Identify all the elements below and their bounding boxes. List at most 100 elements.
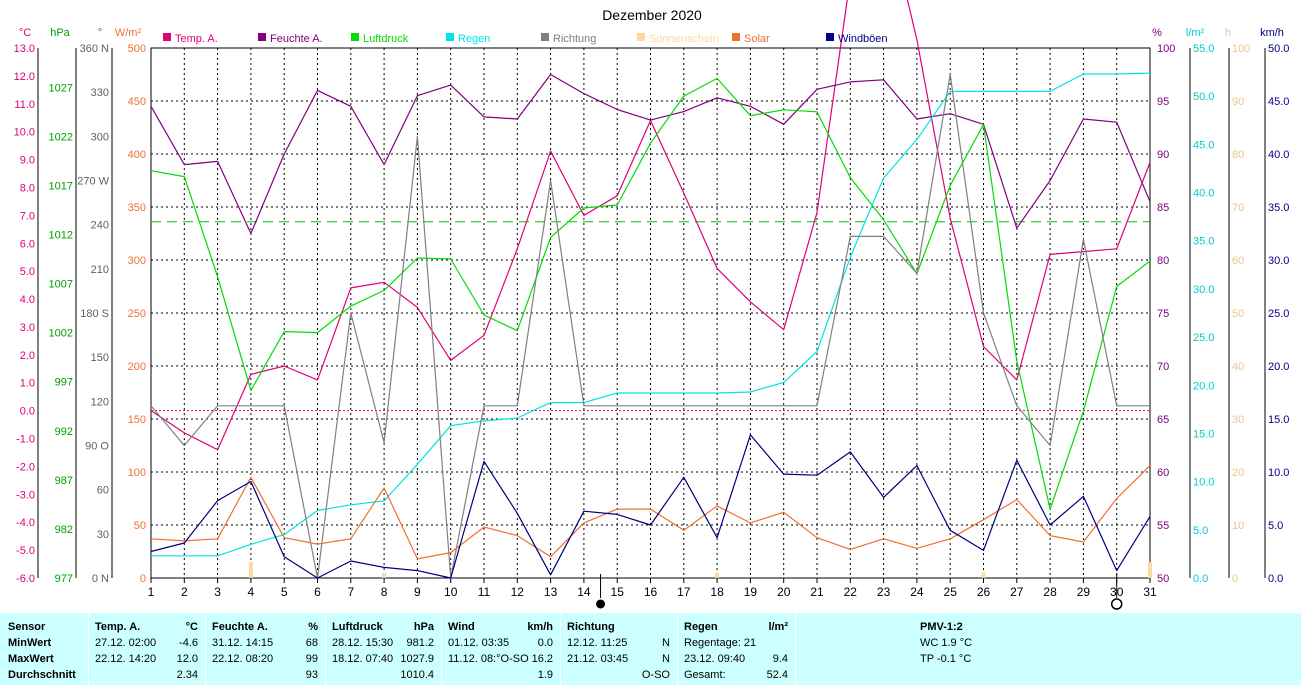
axis-label-sunshine: 20 bbox=[1232, 467, 1244, 479]
humidity-min-time: 31.12. 14:15 bbox=[212, 637, 274, 649]
x-tick-label: 5 bbox=[281, 585, 288, 599]
direction-min-time: 12.12. 11:25 bbox=[567, 637, 628, 649]
x-tick-label: 20 bbox=[777, 585, 791, 599]
axis-label-direction: 30 bbox=[97, 529, 109, 541]
series-line-richtung bbox=[150, 73, 1150, 579]
header-pmv: PMV-1:2 bbox=[920, 621, 963, 633]
axis-label-wind: 45.0 bbox=[1268, 96, 1289, 108]
axis-label-direction: 90 O bbox=[85, 441, 109, 453]
legend-swatch bbox=[826, 33, 834, 41]
axis-label-direction: 0 N bbox=[92, 573, 109, 585]
axis-label-wind: 20.0 bbox=[1268, 361, 1289, 373]
x-tick-label: 9 bbox=[414, 585, 421, 599]
rain-max-time: 23.12. 09:40 bbox=[684, 653, 746, 665]
humidity-avg-value: 93 bbox=[305, 669, 318, 681]
axis-label-rain: 30.0 bbox=[1193, 284, 1214, 296]
axis-label-solar: 450 bbox=[128, 96, 146, 108]
axis-label-pressure: 997 bbox=[55, 377, 73, 389]
axis-label-pressure: 1022 bbox=[49, 131, 73, 143]
x-tick-label: 1 bbox=[148, 585, 155, 599]
axis-label-direction: 180 S bbox=[80, 308, 109, 320]
axis-label-sunshine: 80 bbox=[1232, 149, 1244, 161]
x-tick-label: 29 bbox=[1077, 585, 1091, 599]
series-line-solar bbox=[150, 465, 1151, 560]
axis-unit-wind: km/h bbox=[1260, 27, 1284, 39]
x-tick-label: 2 bbox=[181, 585, 188, 599]
sunshine-bar bbox=[981, 572, 986, 578]
axis-label-rain: 0.0 bbox=[1193, 573, 1208, 585]
axis-label-temp: 11.0 bbox=[14, 99, 35, 111]
axis-label-temp: 0.0 bbox=[20, 406, 35, 418]
x-tick-label: 23 bbox=[877, 585, 891, 599]
axis-label-sunshine: 70 bbox=[1232, 202, 1244, 214]
axis-label-rain: 10.0 bbox=[1193, 477, 1214, 489]
axis-label-solar: 350 bbox=[128, 202, 146, 214]
header-humidity-unit: % bbox=[308, 621, 318, 633]
humidity-max-time: 22.12. 08:20 bbox=[212, 653, 274, 665]
row-label-min: MinWert bbox=[8, 637, 52, 649]
legend-label: Temp. A. bbox=[175, 33, 218, 45]
header-pressure-unit: hPa bbox=[413, 621, 434, 633]
header-sensor: Sensor bbox=[8, 621, 46, 633]
wind-avg-value: 1.9 bbox=[537, 669, 553, 681]
axis-label-rain: 15.0 bbox=[1193, 428, 1214, 440]
x-tick-label: 28 bbox=[1043, 585, 1057, 599]
wind-min-time: 01.12. 03:35 bbox=[448, 637, 510, 649]
x-tick-label: 13 bbox=[544, 585, 558, 599]
legend-label: Richtung bbox=[553, 33, 596, 45]
pmv-wind-chill: WC 1.9 °C bbox=[920, 637, 973, 649]
axis-label-sunshine: 30 bbox=[1232, 414, 1244, 426]
axis-label-pressure: 1007 bbox=[49, 279, 73, 291]
legend-swatch bbox=[732, 33, 740, 41]
x-tick-label: 22 bbox=[844, 585, 858, 599]
axis-label-humidity: 90 bbox=[1157, 149, 1169, 161]
axis-label-solar: 50 bbox=[134, 520, 146, 532]
x-tick-label: 10 bbox=[444, 585, 458, 599]
axis-label-wind: 0.0 bbox=[1268, 573, 1283, 585]
rain-days: Regentage: 21 bbox=[684, 637, 757, 649]
axis-label-solar: 0 bbox=[140, 573, 146, 585]
axis-label-rain: 45.0 bbox=[1193, 139, 1214, 151]
direction-max-value: N bbox=[662, 653, 670, 665]
x-tick-label: 6 bbox=[314, 585, 321, 599]
x-tick-label: 3 bbox=[214, 585, 221, 599]
axis-label-pressure: 1017 bbox=[49, 180, 73, 192]
new-moon-icon bbox=[1110, 598, 1123, 610]
axis-unit-pressure: hPa bbox=[50, 27, 70, 39]
axis-label-rain: 50.0 bbox=[1193, 91, 1214, 103]
axis-label-rain: 40.0 bbox=[1193, 188, 1214, 200]
axis-label-sunshine: 10 bbox=[1232, 520, 1244, 532]
grid bbox=[150, 47, 1151, 579]
axis-label-pressure: 977 bbox=[55, 573, 73, 585]
axis-label-solar: 100 bbox=[128, 467, 146, 479]
pressure-avg-value: 1010.4 bbox=[400, 669, 434, 681]
axis-label-wind: 5.0 bbox=[1268, 520, 1283, 532]
axes: 1 2 3 4 5 6 7 8 9 10 11 12 13 14 15 16 17 18 19 20 21 22 23 24 2… bbox=[14, 27, 1289, 610]
humidity-max-value: 99 bbox=[305, 653, 318, 665]
header-rain: Regen bbox=[684, 621, 718, 633]
axis-label-rain: 25.0 bbox=[1193, 332, 1214, 344]
axis-label-solar: 400 bbox=[128, 149, 146, 161]
x-tick-label: 31 bbox=[1143, 585, 1157, 599]
x-tick-label: 4 bbox=[248, 585, 255, 599]
axis-label-humidity: 50 bbox=[1157, 573, 1169, 585]
axis-label-humidity: 85 bbox=[1157, 202, 1169, 214]
weather-chart: Dezember 2020 1 2 3 4 5 6 7 8 9 10 11 12 13 14 15 16 17 1… bbox=[14, 0, 1289, 610]
axis-label-rain: 20.0 bbox=[1193, 380, 1214, 392]
axis-label-pressure: 992 bbox=[55, 426, 73, 438]
rain-total-value: 52.4 bbox=[766, 669, 788, 681]
axis-label-rain: 35.0 bbox=[1193, 236, 1214, 248]
axis-label-solar: 200 bbox=[128, 361, 146, 373]
sunshine-bar bbox=[382, 572, 387, 578]
axis-label-wind: 15.0 bbox=[1268, 414, 1289, 426]
row-label-max: MaxWert bbox=[8, 653, 54, 665]
legend-swatch bbox=[637, 33, 645, 41]
axis-label-humidity: 70 bbox=[1157, 361, 1169, 373]
x-tick-label: 15 bbox=[611, 585, 625, 599]
axis-label-temp: 8.0 bbox=[20, 182, 35, 194]
header-rain-unit: l/m² bbox=[768, 621, 788, 633]
temp-min-value: -4.6 bbox=[179, 637, 198, 649]
axis-unit-humidity: % bbox=[1152, 27, 1162, 39]
legend-swatch bbox=[446, 33, 454, 41]
axis-unit-sunshine: h bbox=[1225, 27, 1231, 39]
